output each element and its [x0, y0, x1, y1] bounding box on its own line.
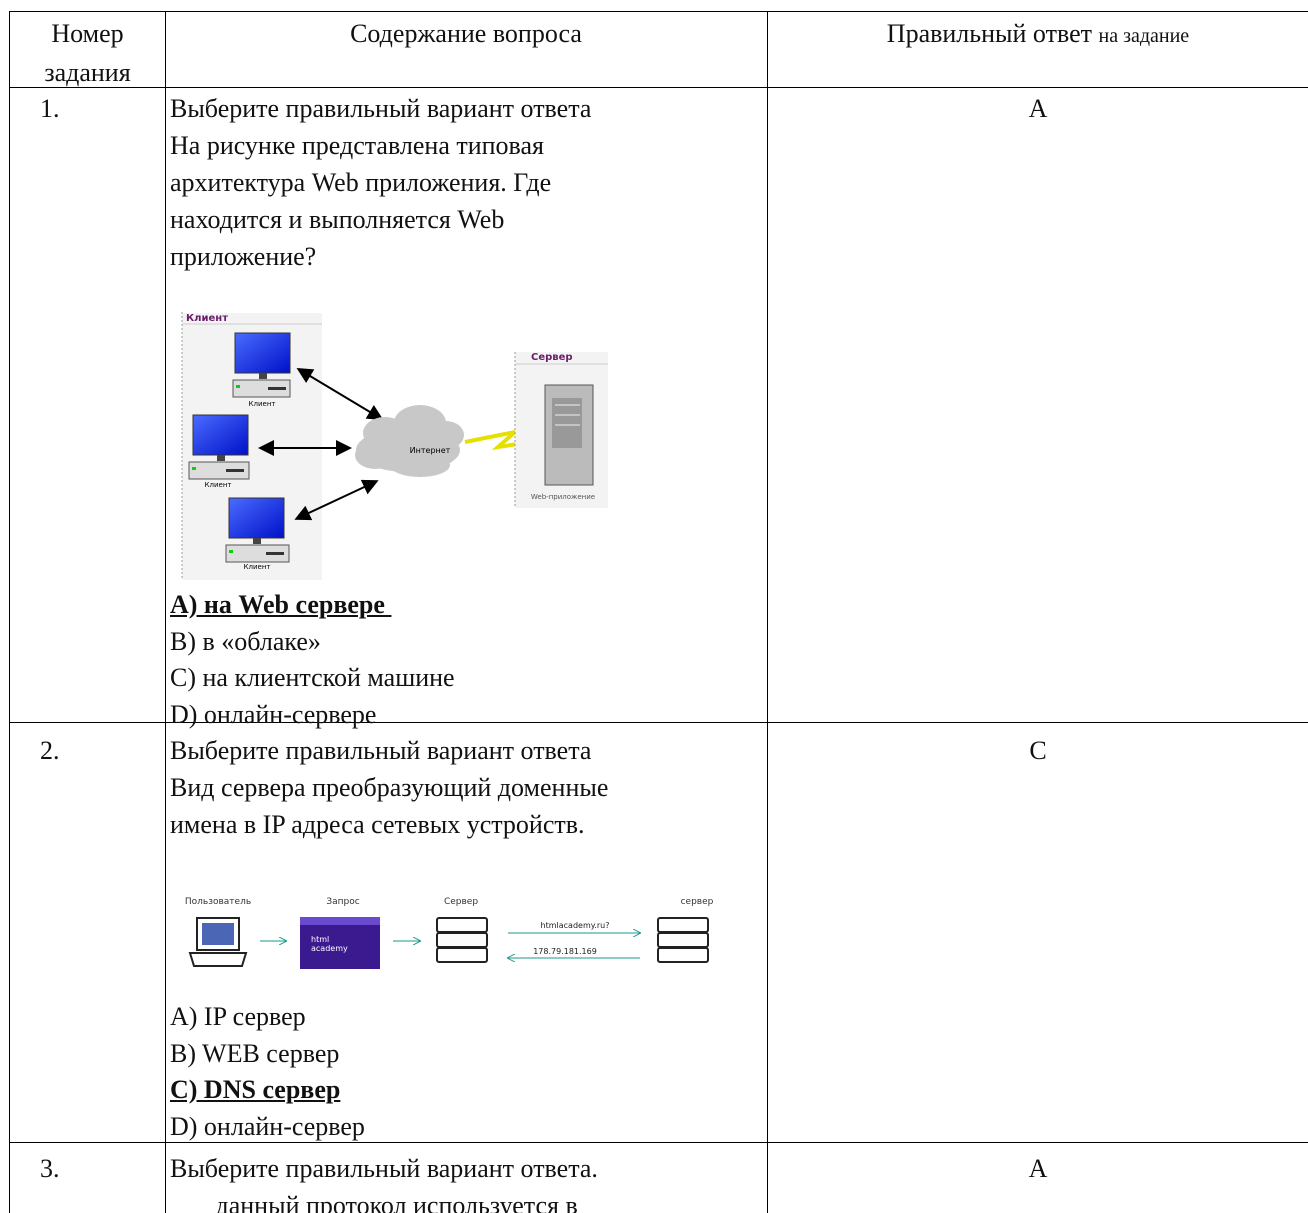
- option: D) онлайн-сервер: [170, 1111, 365, 1141]
- figure-label: Web-приложение: [531, 493, 595, 501]
- cloud: [355, 405, 464, 477]
- task-number: 1.: [40, 94, 60, 123]
- question-line: Выберите правильный вариант ответа.: [170, 1154, 598, 1183]
- option: A) IP сервер: [170, 1002, 306, 1031]
- header-cell: Правильный ответ на задание: [768, 15, 1308, 55]
- server-stack: [436, 917, 488, 963]
- option: C) DNS сервер: [170, 1075, 341, 1104]
- question-line: Выберите правильный вариант ответа: [170, 94, 592, 123]
- request-window: [300, 917, 380, 969]
- option: B) WEB сервер: [170, 1038, 340, 1068]
- answer: A: [1028, 94, 1048, 123]
- header-cell: Содержание вопроса: [350, 19, 582, 48]
- server-stack: [657, 917, 709, 963]
- header-text: Правильный ответ: [886, 19, 1092, 48]
- question-line: приложение?: [170, 242, 317, 271]
- header-cell: Номер: [51, 19, 124, 48]
- computer: [232, 332, 291, 398]
- answer: C: [1029, 736, 1047, 765]
- figure-label: Клиент: [205, 481, 232, 489]
- table-border: [9, 1142, 1308, 1143]
- server-tower: [544, 384, 594, 486]
- question-line: архитектура Web приложения. Где: [170, 168, 552, 197]
- question-line: На рисунке представлена типовая: [170, 131, 544, 160]
- table-border: [9, 11, 10, 1213]
- figure-label: html: [311, 935, 329, 944]
- option: C) на клиентской машине: [170, 663, 455, 692]
- question-line: ___ данный протокол используется в: [170, 1191, 578, 1213]
- task-number: 2.: [40, 736, 60, 765]
- figure-label: сервер: [681, 897, 714, 907]
- option: B) в «облаке»: [170, 626, 321, 656]
- task-number: 3.: [40, 1154, 60, 1183]
- figure-label: Сервер: [444, 897, 478, 907]
- computer: [188, 414, 250, 480]
- figure-label: htmlacademy.ru?: [541, 921, 610, 930]
- figure-label: Пользователь: [185, 897, 251, 907]
- figure-label: Запрос: [326, 897, 359, 907]
- question-line: находится и выполняется Web: [170, 205, 505, 234]
- option: A) на Web сервере: [170, 590, 392, 619]
- option: D) онлайн-сервере: [170, 699, 377, 729]
- question-line: Вид сервера преобразующий доменные: [170, 773, 609, 802]
- table-border: [9, 722, 1308, 723]
- figure-label: Клиент: [249, 400, 276, 408]
- table-border: [767, 11, 768, 1213]
- question-line: имена в IP адреса сетевых устройств.: [170, 810, 585, 839]
- computer: [225, 497, 290, 563]
- answer: A: [1028, 1154, 1048, 1183]
- table-border: [9, 87, 1308, 88]
- figure-label: Клиент: [186, 313, 228, 324]
- figure-label: Сервер: [531, 352, 573, 363]
- header-text: на задание: [1098, 25, 1190, 47]
- header-cell: задания: [44, 58, 131, 87]
- table-border: [165, 11, 166, 1213]
- figure-label: 178.79.181.169: [533, 947, 597, 956]
- laptop: [188, 917, 248, 967]
- figure-label: Интернет: [410, 446, 451, 455]
- question-line: Выберите правильный вариант ответа: [170, 736, 592, 765]
- figure-label: academy: [311, 944, 348, 953]
- figure-label: Клиент: [244, 563, 271, 571]
- table-border: [9, 11, 1308, 12]
